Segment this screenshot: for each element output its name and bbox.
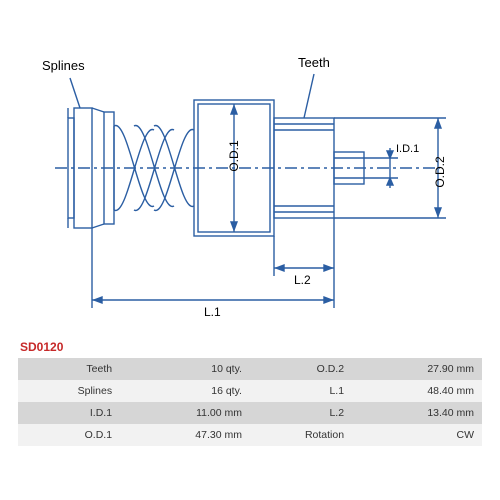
table-row: Splines 16 qty. L.1 48.40 mm — [18, 380, 482, 402]
spec-value: 13.40 mm — [352, 402, 482, 424]
table-row: O.D.1 47.30 mm Rotation CW — [18, 424, 482, 446]
spec-value: 47.30 mm — [120, 424, 250, 446]
dim-od1: O.D.1 — [227, 140, 241, 172]
callout-splines: Splines — [42, 58, 85, 73]
dim-od2: O.D.2 — [433, 156, 447, 188]
spec-section: SD0120 Teeth 10 qty. O.D.2 27.90 mm Spli… — [18, 340, 482, 446]
drawing-svg: O.D.1 I.D.1 O.D.2 L.2 L.1 — [0, 0, 500, 340]
dim-l1: L.1 — [204, 305, 221, 319]
table-row: Teeth 10 qty. O.D.2 27.90 mm — [18, 358, 482, 380]
spec-value: 10 qty. — [120, 358, 250, 380]
technical-drawing: O.D.1 I.D.1 O.D.2 L.2 L.1 Splines Teeth — [0, 0, 500, 340]
part-id: SD0120 — [18, 340, 482, 354]
spec-label: L.2 — [250, 402, 352, 424]
callout-teeth: Teeth — [298, 55, 330, 70]
spec-label: L.1 — [250, 380, 352, 402]
spec-value: 16 qty. — [120, 380, 250, 402]
spec-value: CW — [352, 424, 482, 446]
spec-label: O.D.2 — [250, 358, 352, 380]
spec-label: O.D.1 — [18, 424, 120, 446]
spec-value: 27.90 mm — [352, 358, 482, 380]
spec-value: 11.00 mm — [120, 402, 250, 424]
spec-label: Teeth — [18, 358, 120, 380]
spec-label: Splines — [18, 380, 120, 402]
spec-label: Rotation — [250, 424, 352, 446]
dim-l2: L.2 — [294, 273, 311, 287]
dim-id1: I.D.1 — [396, 143, 419, 155]
spec-table: Teeth 10 qty. O.D.2 27.90 mm Splines 16 … — [18, 358, 482, 446]
table-row: I.D.1 11.00 mm L.2 13.40 mm — [18, 402, 482, 424]
spec-value: 48.40 mm — [352, 380, 482, 402]
spec-label: I.D.1 — [18, 402, 120, 424]
